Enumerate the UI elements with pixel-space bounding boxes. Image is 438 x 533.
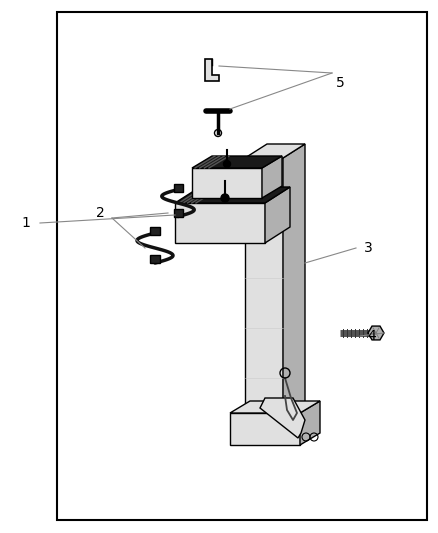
Circle shape — [223, 160, 230, 167]
Text: 2: 2 — [95, 206, 104, 220]
Bar — [173, 184, 183, 192]
Polygon shape — [230, 401, 320, 413]
Polygon shape — [175, 187, 290, 203]
Bar — [57, 12, 427, 520]
Text: 3: 3 — [364, 241, 372, 255]
Bar — [192, 168, 262, 198]
Circle shape — [221, 194, 229, 202]
Polygon shape — [245, 144, 305, 158]
Polygon shape — [262, 156, 282, 198]
Bar — [150, 228, 160, 236]
Bar — [245, 158, 283, 428]
Polygon shape — [368, 326, 384, 340]
Polygon shape — [265, 187, 290, 243]
Text: 1: 1 — [21, 216, 30, 230]
Bar — [175, 203, 265, 243]
Polygon shape — [260, 398, 305, 438]
Polygon shape — [300, 401, 320, 445]
Text: 4: 4 — [367, 329, 376, 343]
Bar — [230, 413, 300, 445]
Bar — [173, 209, 183, 216]
Polygon shape — [192, 156, 282, 168]
Polygon shape — [205, 59, 219, 81]
Text: 5: 5 — [336, 76, 344, 90]
Polygon shape — [283, 144, 305, 428]
Bar — [150, 255, 160, 263]
